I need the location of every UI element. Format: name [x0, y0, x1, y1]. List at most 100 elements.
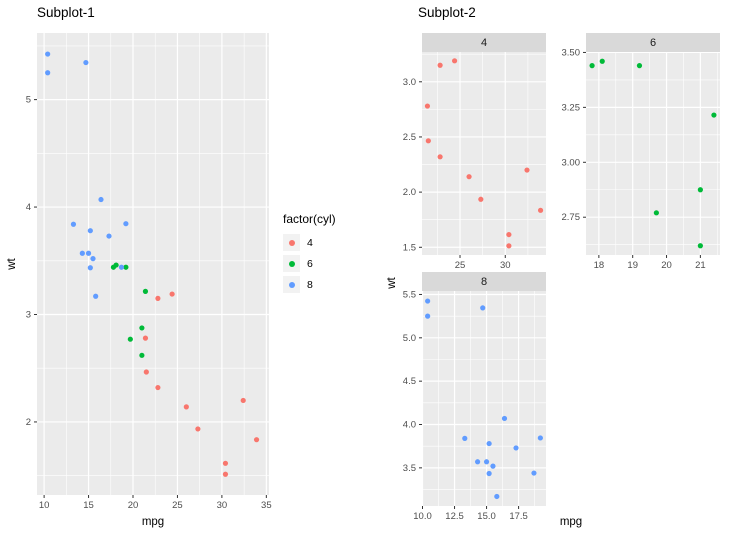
data-point [87, 265, 93, 271]
y-tick-label: 5 [26, 95, 31, 106]
y-tick-label: 3.00 [562, 157, 581, 168]
data-point [524, 167, 530, 173]
facet-strip [586, 33, 720, 52]
data-point [139, 352, 145, 358]
legend-title: factor(cyl) [283, 212, 336, 226]
data-point [110, 264, 117, 270]
data-point [45, 70, 51, 76]
data-point [506, 243, 512, 249]
legend-item: 4 [283, 232, 373, 253]
y-tick-label: 3.0 [403, 77, 416, 88]
data-point [87, 228, 93, 234]
facet-strip-label: 4 [481, 37, 487, 49]
legend-key [283, 276, 300, 293]
facet-strip [422, 272, 546, 291]
data-point [155, 384, 161, 391]
data-point [183, 404, 189, 410]
legend-point-icon [288, 260, 295, 267]
x-tick-label: 30 [217, 500, 228, 511]
data-point [466, 174, 472, 180]
data-point [486, 440, 492, 447]
subplot2-title: Subplot-2 [418, 5, 476, 20]
x-tick-label: 21 [695, 260, 706, 271]
panel-background [37, 33, 269, 495]
x-tick-label: 15 [83, 500, 94, 511]
subplot1-plot-area: 10 15 20 25 30 35 2 3 4 5 [26, 33, 272, 511]
data-point [425, 313, 431, 319]
subplot2-x-axis-title: mpg [559, 516, 583, 528]
data-point [123, 264, 129, 270]
data-point [85, 250, 92, 256]
y-tick-label: 2.0 [403, 187, 416, 198]
data-point [490, 463, 496, 469]
facet-strip [422, 33, 546, 52]
data-point [437, 154, 443, 160]
subplot1-title: Subplot-1 [37, 5, 95, 20]
data-point [424, 103, 431, 109]
data-point [478, 196, 484, 202]
data-point [711, 112, 717, 118]
data-point [70, 221, 77, 227]
subplot1-x-axis-title: mpg [141, 516, 165, 528]
legend-item: 8 [283, 274, 373, 295]
data-point [222, 471, 229, 477]
facet-strip-label: 8 [481, 276, 487, 288]
facet-strip-label: 6 [650, 37, 656, 49]
y-tick-label: 3 [26, 309, 31, 320]
subplot2-facet8-plot-area: 10.0 12.5 15.0 17.5 3.5 4.0 4.5 5.0 5.5 8 [403, 272, 546, 522]
legend-item-label: 6 [307, 257, 313, 270]
data-point [697, 187, 703, 193]
data-point [155, 295, 161, 301]
data-point [139, 325, 145, 331]
data-point [222, 460, 229, 466]
subplot2-facet4-plot-area: 25 30 1.5 2.0 2.5 3.0 4 [403, 33, 546, 271]
data-point [143, 369, 149, 375]
y-tick-label: 1.5 [403, 242, 416, 253]
data-point [462, 435, 468, 441]
x-tick-label: 30 [500, 260, 511, 271]
x-tick-label: 25 [172, 500, 183, 511]
data-point [483, 459, 490, 465]
data-point [127, 336, 133, 342]
data-point [599, 58, 605, 64]
data-point [142, 335, 149, 341]
data-point [531, 470, 537, 476]
data-point [93, 293, 99, 299]
data-point [83, 59, 89, 66]
legend-item-label: 8 [307, 278, 313, 291]
y-tick-label: 3.25 [562, 102, 581, 113]
legend-item: 6 [283, 253, 373, 274]
data-point [494, 493, 500, 500]
x-tick-label: 19 [627, 260, 638, 271]
panel-background [586, 52, 720, 255]
x-tick-label: 25 [455, 260, 466, 271]
data-point [169, 291, 175, 297]
data-point [653, 210, 659, 216]
data-point [98, 196, 104, 203]
y-tick-label: 4 [26, 202, 31, 213]
data-point [425, 138, 431, 144]
data-point [79, 250, 85, 256]
x-tick-label: 10 [39, 500, 50, 511]
data-point [437, 62, 443, 68]
y-tick-label: 4.5 [403, 376, 416, 387]
y-tick-label: 2.75 [562, 212, 581, 223]
x-tick-label: 20 [128, 500, 139, 511]
data-point [142, 288, 149, 294]
data-point [425, 298, 431, 304]
data-point [118, 264, 125, 270]
data-point [253, 437, 260, 443]
panel-background [422, 52, 546, 255]
data-point [513, 445, 519, 451]
data-point [240, 397, 246, 404]
y-tick-label: 3.5 [403, 463, 416, 474]
legend-key [283, 255, 300, 272]
legend: factor(cyl) 4 6 8 [283, 212, 373, 295]
legend-items: 4 6 8 [283, 232, 373, 295]
subplot2-facet6-plot-area: 18 19 20 21 2.75 3.00 3.25 3.50 6 [562, 33, 720, 271]
y-tick-label: 5.0 [403, 333, 416, 344]
legend-item-label: 4 [307, 236, 313, 249]
data-point [589, 63, 595, 69]
data-point [537, 435, 543, 441]
